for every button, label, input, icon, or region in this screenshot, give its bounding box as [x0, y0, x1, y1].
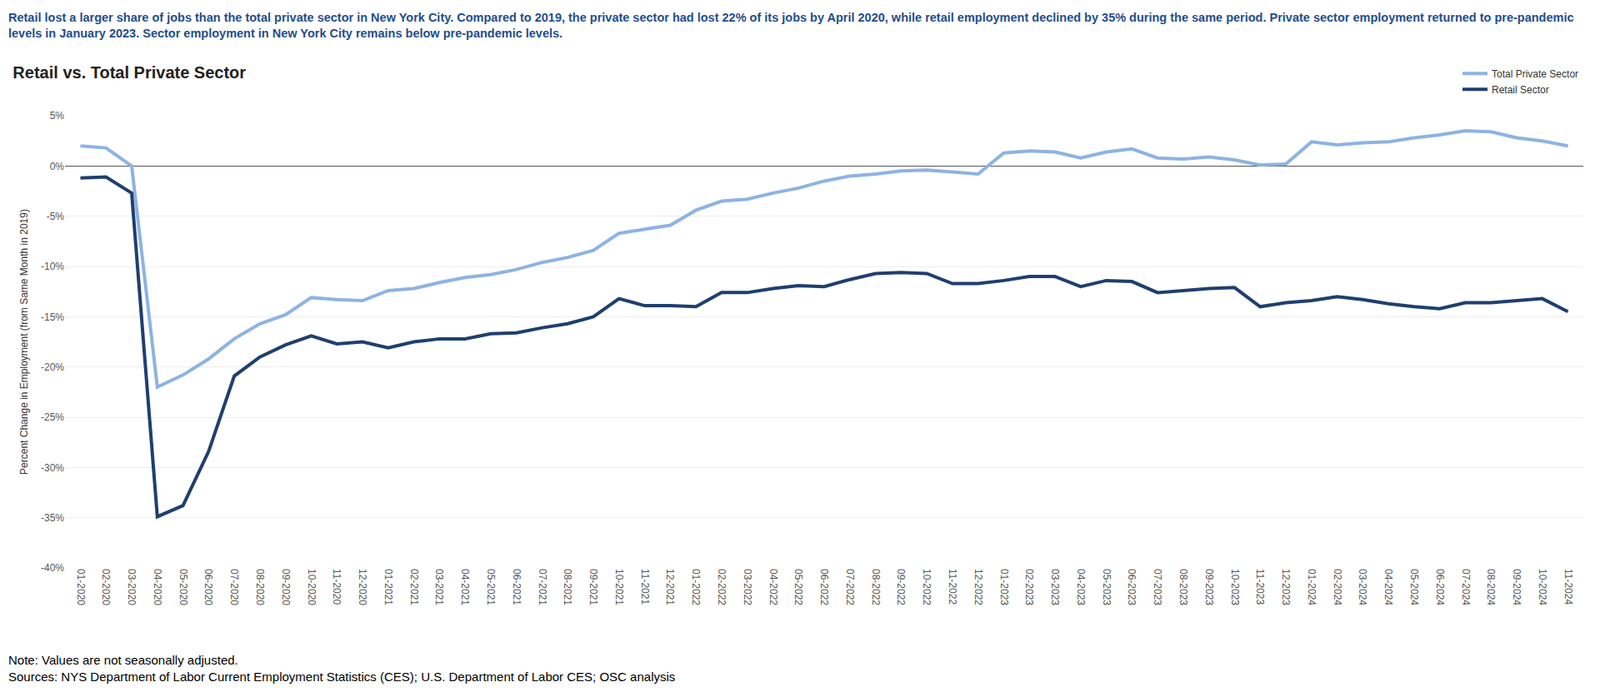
- svg-text:12-2022: 12-2022: [972, 569, 985, 606]
- svg-text:08-2024: 08-2024: [1485, 569, 1497, 606]
- svg-text:10-2020: 10-2020: [305, 569, 318, 606]
- svg-text:02-2024: 02-2024: [1331, 569, 1344, 606]
- svg-text:0%: 0%: [50, 160, 65, 173]
- svg-text:10-2021: 10-2021: [613, 569, 625, 606]
- svg-text:04-2020: 04-2020: [151, 569, 164, 606]
- svg-text:11-2021: 11-2021: [639, 569, 651, 605]
- svg-text:03-2024: 03-2024: [1356, 569, 1369, 606]
- svg-text:04-2023: 04-2023: [1075, 569, 1087, 606]
- svg-text:09-2024: 09-2024: [1510, 569, 1523, 606]
- svg-text:04-2022: 04-2022: [767, 569, 780, 606]
- svg-text:02-2021: 02-2021: [408, 569, 420, 606]
- svg-text:05-2021: 05-2021: [485, 569, 497, 606]
- svg-text:05-2024: 05-2024: [1408, 569, 1420, 606]
- svg-text:01-2022: 01-2022: [690, 569, 702, 606]
- svg-text:5%: 5%: [50, 110, 65, 122]
- svg-text:-30%: -30%: [40, 462, 65, 475]
- html-text:Note: Values are not seasonall: Note: Values are not seasonally adjusted…: [8, 653, 239, 668]
- html-text:Retail lost a larger share of: Retail lost a larger share of jobs than …: [8, 10, 1574, 40]
- svg-text:04-2021: 04-2021: [459, 569, 471, 606]
- svg-text:06-2020: 06-2020: [202, 569, 215, 606]
- svg-text:11-2022: 11-2022: [946, 569, 959, 605]
- html-text:Sources: NYS Department of Lab: Sources: NYS Department of Labor Current…: [8, 669, 676, 684]
- svg-text:03-2023: 03-2023: [1049, 569, 1061, 606]
- svg-text:07-2020: 07-2020: [228, 569, 240, 606]
- svg-text:Percent Change in Employment (: Percent Change in Employment (from Same …: [18, 209, 30, 475]
- svg-text:03-2020: 03-2020: [125, 569, 138, 606]
- svg-text:10-2023: 10-2023: [1229, 569, 1241, 606]
- svg-text:07-2022: 07-2022: [844, 569, 856, 606]
- svg-text:05-2022: 05-2022: [792, 569, 805, 606]
- svg-text:Total Private Sector: Total Private Sector: [1491, 68, 1579, 80]
- svg-text:-20%: -20%: [40, 361, 65, 374]
- svg-text:08-2020: 08-2020: [254, 569, 266, 606]
- svg-text:11-2020: 11-2020: [330, 569, 343, 605]
- svg-text:07-2021: 07-2021: [536, 569, 549, 606]
- svg-text:03-2022: 03-2022: [741, 569, 754, 606]
- svg-text:02-2022: 02-2022: [715, 569, 728, 606]
- svg-text:01-2023: 01-2023: [998, 569, 1010, 606]
- svg-text:08-2023: 08-2023: [1177, 569, 1190, 606]
- svg-text:09-2023: 09-2023: [1203, 569, 1215, 606]
- svg-text:05-2020: 05-2020: [177, 569, 190, 606]
- svg-text:01-2024: 01-2024: [1305, 569, 1318, 606]
- svg-text:02-2020: 02-2020: [100, 569, 112, 606]
- svg-text:08-2022: 08-2022: [870, 569, 882, 606]
- svg-text:04-2024: 04-2024: [1382, 569, 1395, 606]
- svg-text:01-2020: 01-2020: [75, 569, 87, 606]
- svg-text:01-2021: 01-2021: [382, 569, 395, 606]
- svg-text:Retail Sector: Retail Sector: [1491, 84, 1550, 96]
- svg-text:-15%: -15%: [40, 311, 65, 324]
- svg-text:-35%: -35%: [40, 512, 65, 525]
- svg-text:Retail vs. Total Private Secto: Retail vs. Total Private Sector: [12, 63, 246, 82]
- svg-text:12-2023: 12-2023: [1280, 569, 1292, 606]
- svg-text:06-2024: 06-2024: [1434, 569, 1446, 606]
- svg-text:12-2021: 12-2021: [664, 569, 676, 606]
- svg-text:09-2020: 09-2020: [280, 569, 292, 606]
- svg-text:03-2021: 03-2021: [433, 569, 445, 606]
- svg-text:-10%: -10%: [40, 260, 65, 273]
- svg-text:07-2024: 07-2024: [1460, 569, 1472, 606]
- svg-text:10-2022: 10-2022: [920, 569, 933, 606]
- svg-text:09-2021: 09-2021: [587, 569, 600, 606]
- svg-text:09-2022: 09-2022: [895, 569, 907, 606]
- svg-text:10-2024: 10-2024: [1536, 569, 1549, 606]
- svg-text:12-2020: 12-2020: [356, 569, 369, 606]
- svg-text:06-2022: 06-2022: [818, 569, 830, 606]
- svg-text:-5%: -5%: [46, 210, 65, 223]
- svg-text:-25%: -25%: [40, 411, 65, 424]
- svg-text:06-2023: 06-2023: [1125, 569, 1138, 606]
- svg-text:08-2021: 08-2021: [561, 569, 574, 606]
- svg-text:05-2023: 05-2023: [1100, 569, 1113, 606]
- svg-text:11-2024: 11-2024: [1562, 569, 1575, 605]
- svg-text:-40%: -40%: [40, 562, 65, 575]
- svg-text:02-2023: 02-2023: [1023, 569, 1035, 606]
- svg-text:11-2023: 11-2023: [1254, 569, 1266, 605]
- svg-text:07-2023: 07-2023: [1151, 569, 1164, 606]
- svg-text:06-2021: 06-2021: [510, 569, 523, 606]
